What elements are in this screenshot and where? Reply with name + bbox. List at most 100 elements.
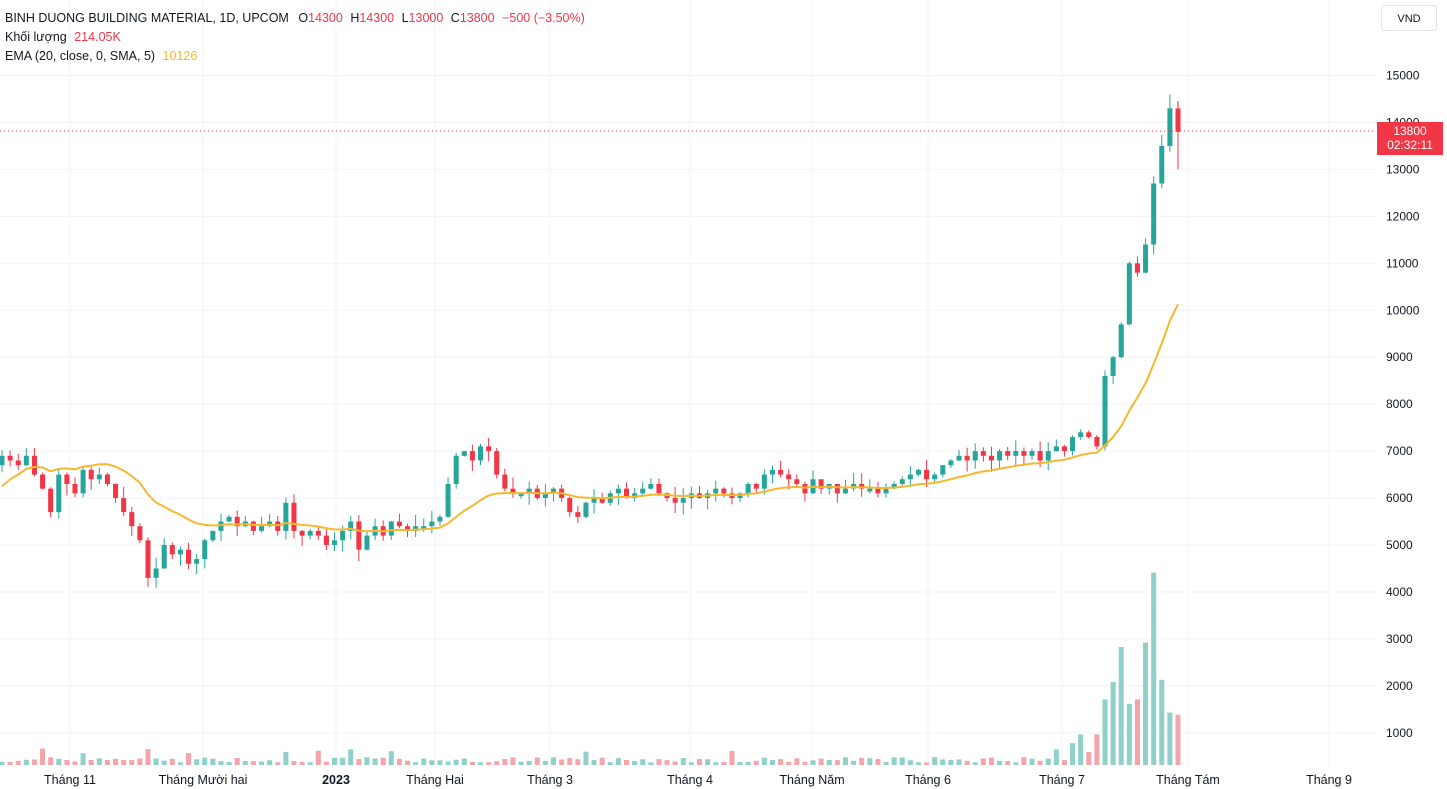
volume-bar — [1086, 751, 1092, 765]
candle-body — [364, 535, 370, 550]
candle-body — [177, 549, 183, 555]
volume-bar — [664, 760, 670, 765]
volume-bar — [786, 761, 792, 765]
volume-bar — [104, 760, 110, 765]
candle-body — [932, 474, 938, 480]
candle-body — [153, 568, 159, 578]
volume-bar — [315, 750, 321, 765]
volume-bar — [875, 759, 881, 765]
volume-bar — [623, 759, 630, 765]
candle-body — [883, 488, 889, 494]
volume-bar — [599, 757, 605, 765]
volume-bar — [988, 757, 994, 765]
ema-label[interactable]: EMA (20, close, 0, SMA, 5) — [5, 49, 156, 63]
candle-body — [867, 488, 873, 492]
volume-bar — [1126, 703, 1132, 765]
volume-bar — [161, 760, 167, 765]
volume-bar — [550, 757, 557, 765]
volume-bar — [202, 757, 208, 765]
volume-bars — [0, 572, 1181, 765]
volume-bar — [518, 761, 524, 765]
volume-bar — [899, 757, 905, 765]
candle-body — [575, 512, 581, 517]
volume-bar — [713, 762, 719, 765]
volume-bar — [632, 761, 638, 765]
volume-bar — [340, 757, 346, 765]
candle-body — [988, 455, 994, 461]
time-axis[interactable]: Tháng 11 Tháng Mười hai 2023 Tháng Hai Tháng… — [44, 773, 1352, 787]
candle-body — [210, 530, 216, 541]
volume-bar — [210, 758, 216, 765]
volume-bar — [1013, 762, 1019, 765]
volume-bar — [705, 759, 711, 765]
legend-volume-row: Khối lượng 214.05K — [5, 28, 585, 47]
volume-bar — [745, 761, 751, 765]
candle-body — [1167, 108, 1173, 146]
volume-bar — [405, 760, 411, 765]
volume-bar — [494, 761, 500, 765]
candle-body — [834, 483, 840, 494]
candle-body — [445, 483, 451, 517]
volume-bar — [591, 760, 597, 765]
candle-body — [567, 498, 573, 513]
volume-bar — [88, 759, 94, 765]
candle-body — [997, 451, 1003, 461]
candle-body — [137, 526, 143, 541]
volume-bar — [437, 760, 443, 765]
volume-bar — [242, 760, 248, 765]
volume-bar — [332, 757, 338, 765]
volume-bar — [753, 760, 759, 765]
time-tick-label: Tháng Tám — [1156, 773, 1220, 787]
candle-body — [315, 530, 321, 536]
candle-body — [40, 474, 46, 489]
volume-bar — [121, 760, 127, 765]
price-axis[interactable]: 1000 2000 3000 4000 5000 6000 7000 8000 9000 1000… — [1386, 69, 1420, 740]
candle-body — [1126, 263, 1132, 325]
price-tick-label: 12000 — [1386, 209, 1420, 223]
volume-bar — [323, 761, 329, 765]
candle-body — [1143, 244, 1149, 273]
candle-body — [23, 455, 29, 466]
volume-label[interactable]: Khối lượng — [5, 30, 67, 44]
volume-bar — [859, 757, 865, 765]
time-tick-label: Tháng 7 — [1039, 773, 1085, 787]
volume-bar — [486, 762, 492, 765]
candle-body — [1110, 357, 1116, 376]
bar-countdown: 02:32:11 — [1387, 138, 1433, 152]
candle-body — [494, 451, 500, 475]
candle-body — [348, 521, 354, 531]
candle-body — [502, 474, 508, 489]
candle-body — [421, 526, 427, 530]
time-tick-label: Tháng 11 — [44, 773, 96, 787]
volume-bar — [137, 758, 143, 765]
candle-body — [332, 540, 338, 545]
time-tick-label: Tháng 6 — [905, 773, 951, 787]
candle-body — [0, 455, 5, 466]
candle-body — [56, 474, 62, 513]
time-tick-label: 2023 — [322, 773, 350, 787]
volume-bar — [469, 761, 475, 765]
price-tick-label: 15000 — [1386, 69, 1420, 83]
volume-bar — [640, 759, 646, 765]
legend-symbol-row: BINH DUONG BUILDING MATERIAL, 1D, UPCOM … — [5, 9, 585, 28]
volume-bar — [891, 757, 897, 765]
candle-body — [413, 526, 419, 531]
candle-body — [1078, 432, 1084, 438]
volume-bar — [31, 759, 37, 765]
volume-bar — [778, 759, 784, 765]
volume-bar — [997, 760, 1003, 765]
volume-bar — [688, 762, 694, 765]
volume-bar — [23, 759, 29, 765]
currency-button[interactable]: VND — [1381, 5, 1437, 31]
price-tick-label: 6000 — [1386, 491, 1413, 505]
time-tick-label: Tháng 9 — [1306, 773, 1352, 787]
candle-body — [591, 498, 597, 503]
candle-body — [510, 488, 516, 494]
volume-bar — [477, 762, 484, 765]
volume-bar — [883, 761, 889, 765]
symbol-title[interactable]: BINH DUONG BUILDING MATERIAL, 1D, UPCOM — [5, 11, 289, 25]
volume-bar — [1037, 760, 1043, 765]
volume-bar — [194, 759, 200, 765]
close-value: 13800 — [459, 11, 495, 25]
